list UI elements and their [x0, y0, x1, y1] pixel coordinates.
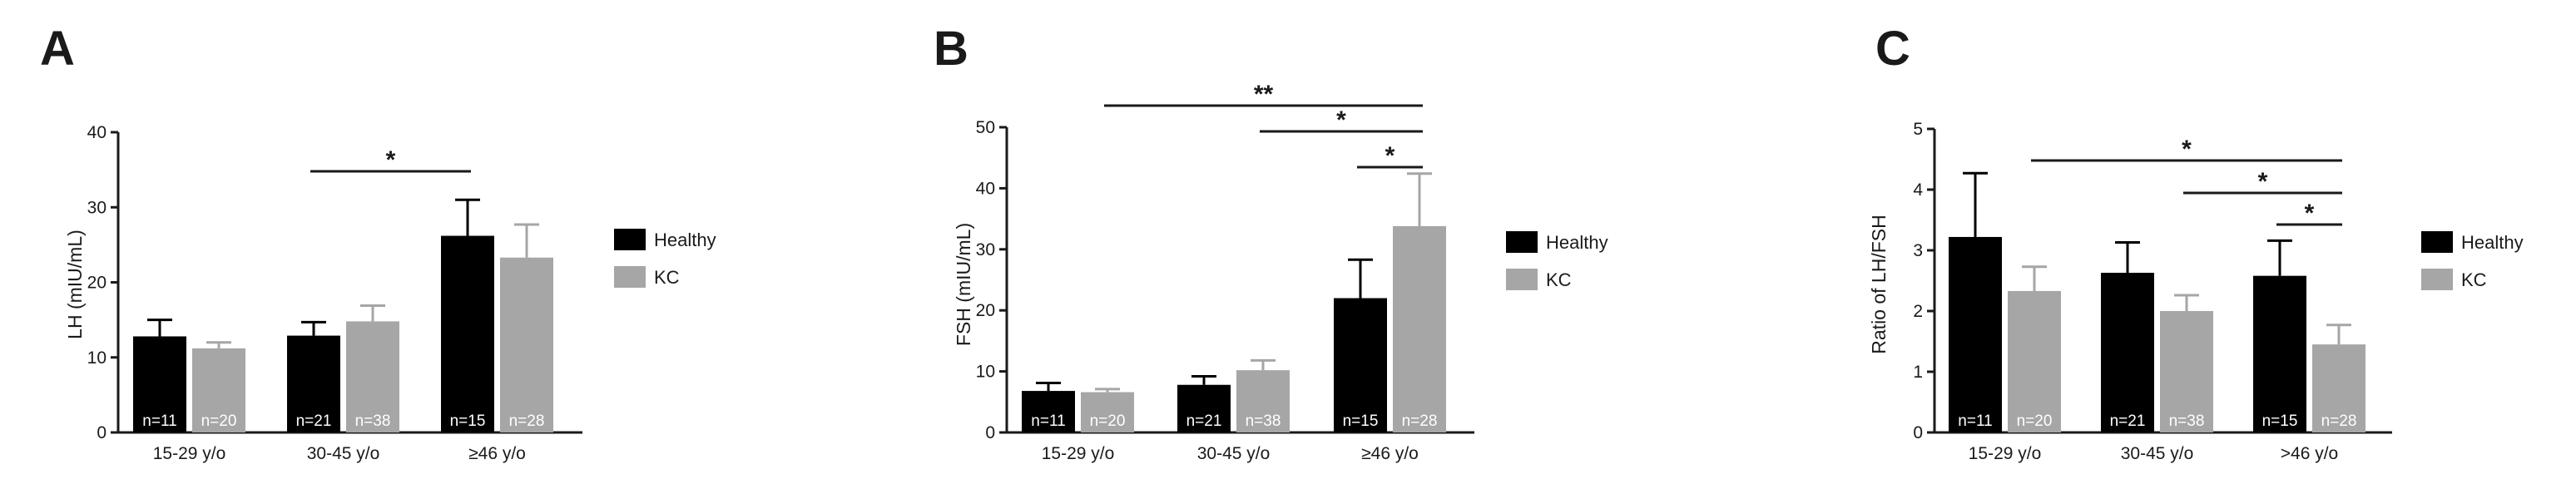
y-tick-label: 20	[976, 301, 995, 320]
legend-label-healthy: Healthy	[2461, 232, 2524, 253]
bar-n-label: n=21	[296, 412, 332, 430]
x-tick-label: 30-45 y/o	[307, 444, 380, 463]
bar-n-label: n=28	[1402, 412, 1438, 430]
y-tick-label: 4	[1913, 180, 1923, 200]
bar	[500, 257, 553, 432]
x-tick-label: 30-45 y/o	[2121, 444, 2194, 463]
bar-n-label: n=28	[2321, 412, 2357, 430]
bar-n-label: n=20	[2017, 412, 2053, 430]
x-tick-label: 15-29 y/o	[153, 444, 226, 463]
y-tick-label: 40	[87, 123, 107, 142]
x-tick-label: >46 y/o	[2281, 444, 2338, 463]
legend-a: Healthy KC	[614, 229, 716, 288]
legend-b: Healthy KC	[1506, 231, 1608, 290]
panel-letter-b: B	[934, 22, 968, 76]
bar-n-label: n=11	[1958, 412, 1992, 430]
bar	[1393, 225, 1446, 432]
legend-swatch-healthy	[1506, 231, 1538, 253]
legend-label-healthy: Healthy	[654, 230, 716, 250]
y-tick-label: 10	[87, 348, 107, 368]
bar	[1949, 236, 2002, 432]
bar-n-label: n=15	[2262, 412, 2298, 430]
y-tick-label: 0	[1913, 423, 1923, 442]
significance-label: *	[2258, 168, 2268, 195]
legend-swatch-kc	[614, 266, 646, 288]
legend-label-healthy: Healthy	[1546, 232, 1608, 253]
legend-label-kc: KC	[654, 267, 680, 288]
bar-n-label: n=15	[1343, 412, 1379, 430]
panel-c: C Ratio of LH/FSH 0 1 2 3 4 5 n=11 n=20 15-29 y/…	[1868, 22, 2524, 463]
legend-swatch-healthy	[2421, 231, 2453, 253]
y-tick-label: 30	[87, 198, 107, 217]
bar	[346, 321, 399, 432]
bar-n-label: n=38	[1246, 412, 1281, 430]
x-tick-label: ≥46 y/o	[468, 444, 526, 463]
bar	[287, 335, 340, 432]
bar	[441, 235, 494, 432]
bar-n-label: n=15	[450, 412, 486, 430]
x-tick-label: 30-45 y/o	[1197, 444, 1271, 463]
y-tick-label: 3	[1913, 241, 1923, 260]
x-tick-label: ≥46 y/o	[1361, 444, 1419, 463]
y-tick-label: 1	[1913, 363, 1923, 382]
bar	[2253, 275, 2306, 432]
y-tick-label: 40	[976, 179, 995, 198]
legend-label-kc: KC	[1546, 269, 1572, 290]
bar	[2008, 290, 2061, 432]
y-tick-label: 0	[97, 423, 107, 442]
significance-label: *	[386, 146, 396, 174]
y-tick-label: 20	[87, 274, 107, 293]
y-tick-label: 50	[976, 118, 995, 137]
y-tick-label: 5	[1913, 120, 1923, 139]
bar	[2160, 311, 2213, 432]
y-tick-label: 2	[1913, 302, 1923, 321]
bar-n-label: n=20	[1090, 412, 1126, 430]
bar	[1177, 384, 1231, 432]
bar	[192, 348, 245, 432]
legend-c: Healthy KC	[2421, 231, 2524, 290]
significance-label: *	[1336, 106, 1346, 134]
panel-letter-c: C	[1875, 22, 1910, 76]
legend-swatch-kc	[1506, 269, 1538, 290]
bar	[1334, 298, 1387, 432]
bar-n-label: n=21	[1186, 412, 1222, 430]
bar-n-label: n=28	[509, 412, 545, 430]
significance-label: *	[1385, 142, 1395, 170]
bar-n-label: n=21	[2110, 412, 2146, 430]
bar	[133, 336, 186, 432]
bar	[1081, 392, 1134, 432]
legend-swatch-kc	[2421, 269, 2453, 290]
y-axis-label-b: FSH (mIU/mL)	[953, 223, 974, 346]
significance-label: *	[2182, 136, 2192, 163]
significance-label: *	[2305, 200, 2315, 227]
y-tick-label: 30	[976, 240, 995, 259]
bar-n-label: n=38	[355, 412, 391, 430]
x-tick-label: 15-29 y/o	[1042, 444, 1115, 463]
legend-swatch-healthy	[614, 229, 646, 250]
y-axis-label-a: LH (mIU/mL)	[64, 230, 86, 339]
bar-n-label: n=38	[2169, 412, 2205, 430]
y-tick-label: 10	[976, 363, 995, 382]
panel-letter-a: A	[40, 22, 75, 76]
bar	[1236, 370, 1290, 432]
y-tick-label: 0	[985, 423, 995, 442]
significance-label: **	[1254, 81, 1274, 108]
x-tick-label: 15-29 y/o	[1969, 444, 2042, 463]
bar-n-label: n=11	[142, 412, 176, 430]
legend-label-kc: KC	[2461, 269, 2487, 290]
bar-n-label: n=11	[1031, 412, 1065, 430]
bar	[1022, 391, 1075, 432]
panel-a: A LH (mIU/mL) 0 10 20 30 40 n=11 n=20 15-29 y/o…	[40, 22, 716, 463]
bar	[2101, 273, 2154, 432]
y-axis-label-c: Ratio of LH/FSH	[1868, 215, 1890, 353]
panel-b: B FSH (mIU/mL) 0 10 20 30 40 50 n=11 n=20 15-29 …	[934, 22, 1608, 463]
bar-n-label: n=20	[201, 412, 237, 430]
bar	[2312, 344, 2365, 432]
